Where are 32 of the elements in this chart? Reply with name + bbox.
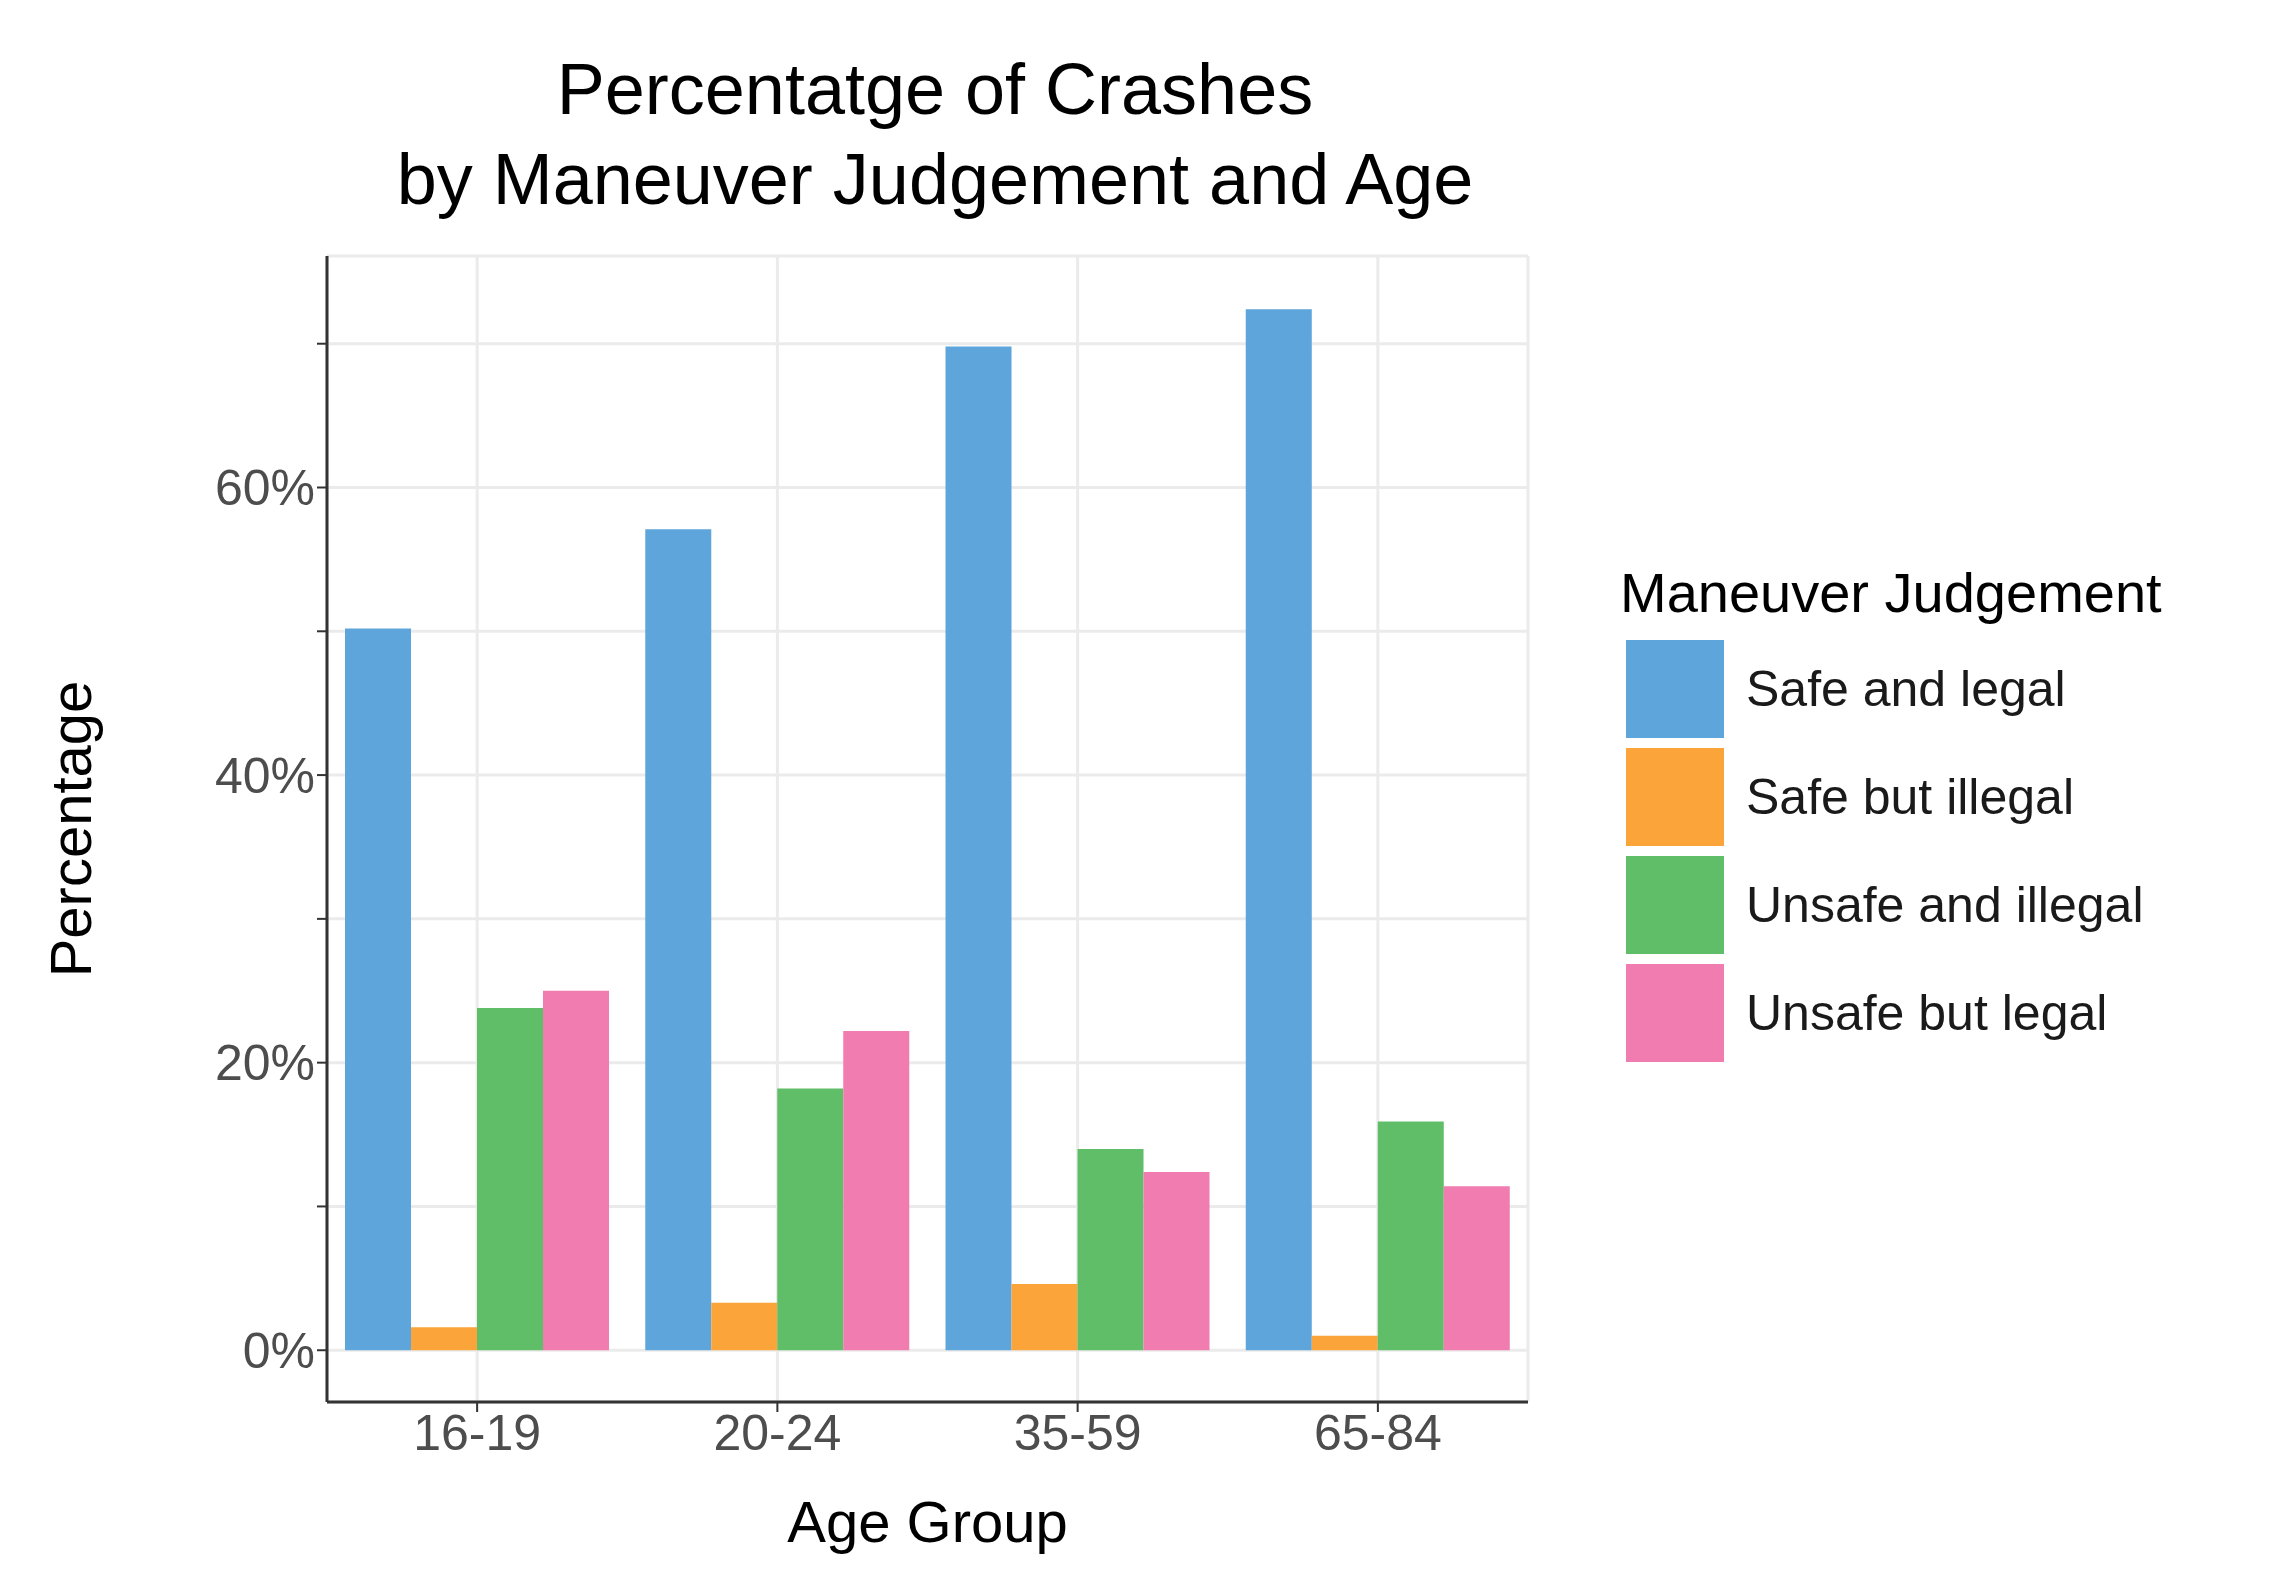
- legend-label: Unsafe and illegal: [1746, 876, 2144, 934]
- x-axis-title: Age Group: [787, 1489, 1068, 1554]
- bar: [1143, 1171, 1210, 1351]
- y-axis-title: Percentage: [37, 680, 103, 978]
- bar: [1077, 1148, 1144, 1351]
- bar: [477, 1008, 544, 1351]
- y-tick-label: 20%: [214, 1035, 315, 1092]
- bar: [1443, 1186, 1510, 1351]
- bar: [1011, 1284, 1078, 1351]
- bar: [711, 1302, 778, 1351]
- x-tick-label: 65-84: [1313, 1404, 1442, 1461]
- legend-title: Maneuver Judgement: [1620, 560, 2163, 625]
- y-tick-label: 40%: [214, 747, 315, 804]
- x-tick-label: 16-19: [413, 1404, 542, 1461]
- y-tick-label: 0%: [242, 1322, 315, 1379]
- bar: [1311, 1335, 1378, 1351]
- bar: [945, 346, 1012, 1351]
- bar: [777, 1088, 844, 1351]
- legend-label: Safe and legal: [1746, 660, 2066, 718]
- y-tick-label: 60%: [214, 460, 315, 517]
- x-tick-label: 20-24: [713, 1404, 842, 1461]
- bar: [1245, 309, 1312, 1351]
- legend-label: Safe but illegal: [1746, 768, 2075, 826]
- chart-title: Percentatge of Crashes by Maneuver Judgement and Age: [395, 48, 1475, 221]
- x-tick-label: 35-59: [1013, 1404, 1142, 1461]
- bar: [345, 628, 412, 1351]
- bar: [843, 1031, 910, 1351]
- bar: [1377, 1121, 1444, 1351]
- bar: [645, 529, 712, 1351]
- bar: [543, 990, 610, 1351]
- legend-label: Unsafe but legal: [1746, 984, 2108, 1042]
- bar: [411, 1327, 478, 1351]
